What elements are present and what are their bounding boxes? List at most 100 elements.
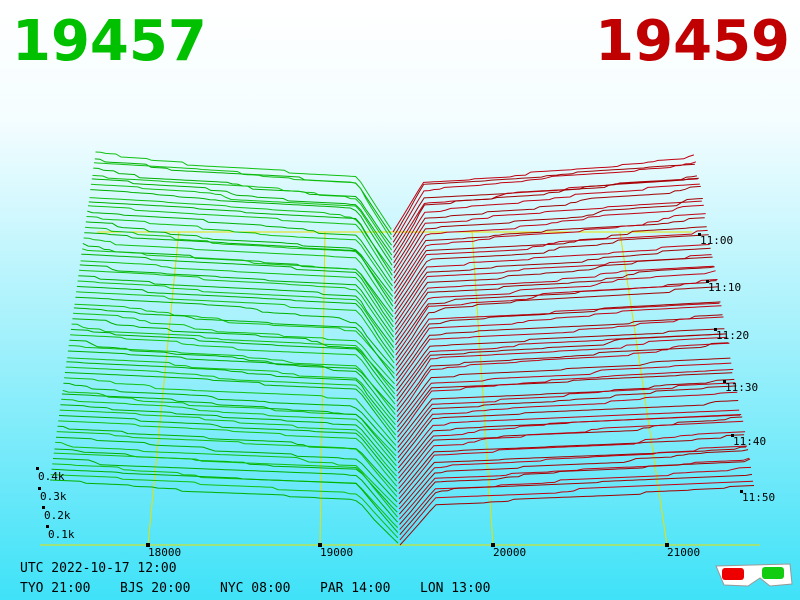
bid-depth-line [67,357,396,426]
bid-depth-line [73,312,395,385]
bid-depth-line [71,323,396,395]
tick-dot [46,525,49,528]
time-label: 11:40 [733,435,766,448]
tick-dot [36,467,39,470]
ask-depth-line [399,485,755,546]
ask-depth-line [392,154,695,233]
bid-depth-line [77,280,395,353]
bid-depth-line [70,334,396,405]
price-label: 19000 [320,546,353,559]
bid-depth-line [93,162,392,240]
clock: NYC 08:00 [220,581,290,596]
ask-depth-line [399,457,750,520]
bid-depth-line [87,210,393,287]
bid-depth-line [70,328,396,400]
ask-depth-line [397,400,739,464]
ask-depth-line [394,266,715,341]
bid-depth-line [55,441,398,508]
ask-depth-line [395,302,720,366]
bid-depth-line [55,436,398,503]
ask-depth-line [393,213,706,294]
ask-depth-line [397,409,740,469]
ask-depth-line [396,357,731,423]
time-label: 11:10 [708,281,741,294]
bid-depth-line [81,253,394,328]
bid-depth-line [95,151,392,230]
bid-depth-line [69,339,396,410]
bid-depth-line [91,178,393,256]
ask-depth-line [398,449,749,515]
bid-depth-line [83,237,394,312]
tick-dot [491,543,495,547]
bid-depth-line [81,248,394,323]
depth-label: 0.2k [44,509,71,522]
time-label: 11:20 [716,329,749,342]
plot: 18000 19000 20000 21000 11:00 11:10 11:20 11:30… [36,151,775,559]
ask-depth-line [399,480,754,541]
ask-depth-line [397,382,736,448]
bid-depth-line [76,285,395,359]
ask-depth-line [398,414,742,479]
bid-price: 19457 [12,9,207,74]
ask-depth-line [397,372,733,433]
bid-depth-line [76,291,395,364]
ask-depth-line [398,420,744,489]
ask-depth-line [396,333,727,402]
ask-depth-line [394,256,713,330]
ask-depth-line [397,391,738,459]
ask-depth-line [393,185,701,269]
tick-dot [731,434,734,437]
ask-depth-line [396,342,729,412]
ask-depth-line [395,316,724,387]
bid-depth-line [86,216,394,292]
ask-depth-line [395,279,718,356]
ask-depth-line [394,226,707,299]
utc-time: UTC 2022-10-17 12:00 [20,561,177,576]
bid-depth-line [64,372,397,441]
ask-depth-line [394,229,708,305]
ask-depth-line [392,161,697,243]
ask-depth-line [393,204,704,284]
ask-depth-line [399,458,751,525]
ask-depth-line [395,301,721,371]
ask-depth-line [396,336,728,407]
clock: LON 13:00 [420,581,490,596]
ask-depth-line [399,473,753,536]
glasses-icon [715,563,793,587]
ask-depth-line [395,305,722,376]
tick-dot [146,543,150,547]
ask-depth-line [395,314,723,382]
ask-depth-line [397,368,734,438]
tick-dot [318,543,322,547]
tick-dot [665,543,669,547]
bid-depth-line [53,452,398,518]
ask-depth-line [393,177,699,258]
bid-depth-line [68,345,396,415]
ask-depth-line [394,247,711,320]
ask-depth-line [395,270,716,346]
depth-label: 0.4k [38,470,65,483]
ask-depth-line [398,445,748,510]
ask-depth-line [397,385,737,453]
depth-label: 0.3k [40,490,67,503]
ask-depth-line [398,434,745,495]
time-label: 11:30 [725,381,758,394]
bid-depth-line [61,393,397,462]
bid-depth-line [87,205,393,281]
bid-depth-line [89,197,393,271]
time-label: 11:00 [700,234,733,247]
bid-depth-line [61,398,397,467]
ask-depth-line [393,217,705,289]
ask-depth-line [397,378,735,443]
bid-depth-line [54,448,398,513]
ask-depth-line [396,328,725,392]
ask-depth-line [396,342,730,418]
bid-depth-line [75,296,395,369]
bid-depth-line [66,361,396,431]
bid-depth-line [72,318,396,390]
bid-depth-line [88,201,393,276]
bid-depth-line [59,409,397,477]
bid-depth-line [58,415,398,482]
